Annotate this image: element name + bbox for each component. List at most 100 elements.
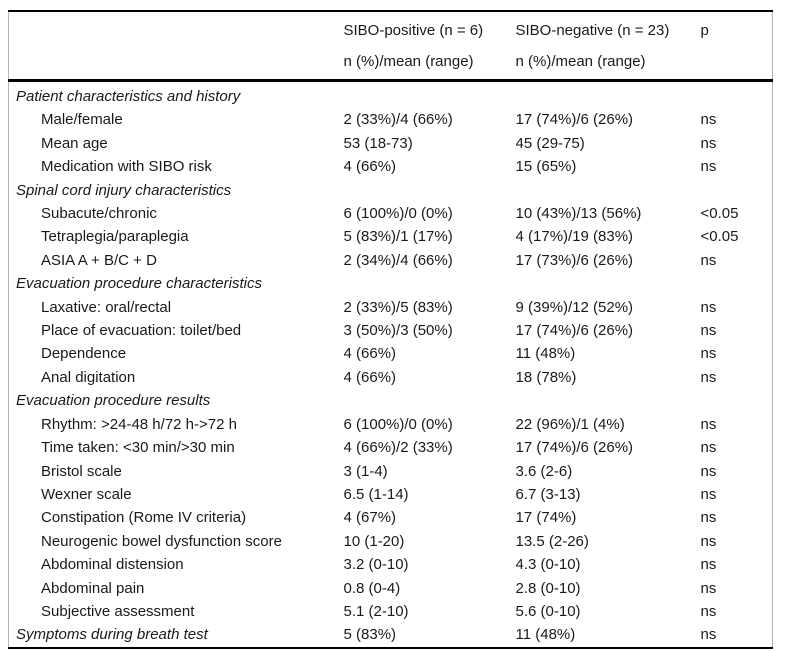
header-p-value: p [700, 11, 773, 82]
table-row: Dependence 4 (66%) 11 (48%) ns [9, 342, 773, 365]
table-header: SIBO-positive (n = 6) n (%)/mean (range)… [8, 11, 773, 82]
cell-p-value [701, 81, 773, 109]
row-label: Place of evacuation: toilet/bed [41, 322, 242, 340]
table-row: Wexner scale 6.5 (1-14) 6.7 (3-13) ns [9, 483, 773, 506]
cell-p-value: ns [700, 158, 717, 176]
cell-sibo-positive: 4 (66%) [343, 368, 397, 386]
table-row: Evacuation procedure characteristics [9, 272, 773, 295]
cell-sibo-negative: 13.5 (2-26) [515, 532, 589, 550]
cell-sibo-negative: 4.3 (0-10) [515, 556, 581, 574]
cell-sibo-negative: 17 (74%)/6 (26%) [515, 111, 634, 129]
row-label: Evacuation procedure characteristics [16, 275, 262, 293]
cell-p-value: ns [700, 532, 717, 550]
cell-sibo-positive: 2 (33%)/5 (83%) [343, 298, 453, 316]
header-row: SIBO-positive (n = 6) n (%)/mean (range)… [8, 11, 773, 82]
row-label: Bristol scale [41, 462, 122, 480]
row-label: Abdominal pain [41, 579, 145, 597]
table-row: Symptoms during breath test 5 (83%) 11 (… [9, 623, 773, 647]
row-label: Symptoms during breath test [16, 626, 208, 644]
cell-p-value: ns [700, 134, 717, 152]
row-label: Dependence [41, 345, 127, 363]
header-sibo-negative-title: SIBO-negative (n = 23) [515, 22, 670, 39]
cell-p-value: ns [700, 602, 717, 620]
cell-sibo-positive [344, 81, 516, 109]
cell-sibo-negative: 3.6 (2-6) [515, 462, 573, 480]
row-label: Male/female [41, 111, 123, 129]
cell-sibo-positive: 5.1 (2-10) [343, 602, 409, 620]
table-row: Anal digitation 4 (66%) 18 (78%) ns [9, 366, 773, 389]
row-label: Subjective assessment [41, 602, 195, 620]
row-label: Evacuation procedure results [16, 392, 211, 410]
cell-sibo-positive: 3 (50%)/3 (50%) [343, 322, 453, 340]
table-row: Spinal cord injury characteristics [9, 179, 773, 202]
cell-p-value [701, 389, 773, 412]
cell-sibo-negative: 10 (43%)/13 (56%) [515, 205, 642, 223]
cell-sibo-negative: 17 (74%)/6 (26%) [515, 322, 634, 340]
header-sibo-positive-title: SIBO-positive (n = 6) [343, 22, 484, 39]
table-row: Bristol scale 3 (1-4) 3.6 (2-6) ns [9, 460, 773, 483]
table-row: Laxative: oral/rectal 2 (33%)/5 (83%) 9 … [9, 296, 773, 319]
row-label: Constipation (Rome IV criteria) [41, 509, 247, 527]
header-empty-cell [8, 11, 344, 82]
cell-sibo-positive: 2 (34%)/4 (66%) [343, 251, 453, 269]
row-label: Neurogenic bowel dysfunction score [41, 532, 282, 550]
table-row: Place of evacuation: toilet/bed 3 (50%)/… [9, 319, 773, 342]
cell-sibo-negative: 5.6 (0-10) [515, 602, 581, 620]
cell-p-value: ns [700, 298, 717, 316]
cell-sibo-negative [516, 81, 701, 109]
cell-sibo-positive: 10 (1-20) [343, 532, 405, 550]
row-label: Rhythm: >24-48 h/72 h->72 h [41, 415, 237, 433]
cell-sibo-negative: 15 (65%) [515, 158, 577, 176]
cell-sibo-negative: 4 (17%)/19 (83%) [515, 228, 634, 246]
header-sibo-negative-subtitle: n (%)/mean (range) [515, 53, 646, 70]
cell-sibo-negative [516, 389, 701, 412]
cell-p-value: ns [700, 322, 717, 340]
table-row: Neurogenic bowel dysfunction score 10 (1… [9, 530, 773, 553]
cell-sibo-positive: 5 (83%)/1 (17%) [343, 228, 453, 246]
cell-sibo-negative: 11 (48%) [515, 345, 576, 363]
cell-sibo-positive: 4 (67%) [343, 509, 397, 527]
cell-sibo-positive: 6 (100%)/0 (0%) [343, 415, 453, 433]
header-sibo-positive: SIBO-positive (n = 6) n (%)/mean (range) [343, 11, 516, 82]
cell-sibo-positive: 3.2 (0-10) [343, 556, 409, 574]
cell-p-value: ns [700, 579, 717, 597]
cell-sibo-negative: 22 (96%)/1 (4%) [515, 415, 625, 433]
header-p-value-label: p [700, 22, 709, 39]
cell-p-value: ns [700, 439, 717, 457]
cell-sibo-negative: 6.7 (3-13) [515, 485, 581, 503]
table-row: Medication with SIBO risk 4 (66%) 15 (65… [9, 155, 773, 178]
row-label: Subacute/chronic [41, 205, 157, 223]
sibo-comparison-table: SIBO-positive (n = 6) n (%)/mean (range)… [8, 10, 773, 649]
cell-p-value: ns [700, 368, 717, 386]
cell-sibo-positive [344, 389, 516, 412]
row-label: ASIA A + B/C + D [41, 251, 157, 269]
cell-p-value: <0.05 [700, 228, 739, 246]
cell-sibo-positive: 0.8 (0-4) [343, 579, 401, 597]
row-label: Laxative: oral/rectal [41, 298, 172, 316]
cell-p-value: ns [700, 415, 717, 433]
table-row: Male/female 2 (33%)/4 (66%) 17 (74%)/6 (… [9, 108, 773, 131]
cell-sibo-positive [344, 272, 516, 295]
row-label: Abdominal distension [41, 556, 184, 574]
cell-sibo-negative: 2.8 (0-10) [515, 579, 581, 597]
table-row: Patient characteristics and history [9, 81, 773, 109]
cell-sibo-positive: 6 (100%)/0 (0%) [343, 205, 453, 223]
cell-p-value: ns [700, 462, 717, 480]
cell-sibo-negative: 45 (29-75) [515, 134, 585, 152]
row-label: Anal digitation [41, 368, 136, 386]
cell-p-value: ns [700, 509, 717, 527]
row-label: Time taken: <30 min/>30 min [41, 439, 235, 457]
cell-sibo-negative: 17 (73%)/6 (26%) [515, 251, 634, 269]
cell-sibo-positive: 4 (66%) [343, 345, 397, 363]
table-row: Subjective assessment 5.1 (2-10) 5.6 (0-… [9, 600, 773, 623]
cell-p-value: ns [700, 485, 717, 503]
cell-p-value: ns [700, 345, 717, 363]
row-label: Mean age [41, 134, 108, 152]
table-row: ASIA A + B/C + D 2 (34%)/4 (66%) 17 (73%… [9, 249, 773, 272]
table-row: Tetraplegia/paraplegia 5 (83%)/1 (17%) 4… [9, 225, 773, 248]
cell-p-value: <0.05 [700, 205, 739, 223]
cell-sibo-positive: 5 (83%) [343, 626, 397, 644]
row-label: Wexner scale [41, 485, 132, 503]
table-body: Patient characteristics and history Male… [9, 81, 773, 648]
